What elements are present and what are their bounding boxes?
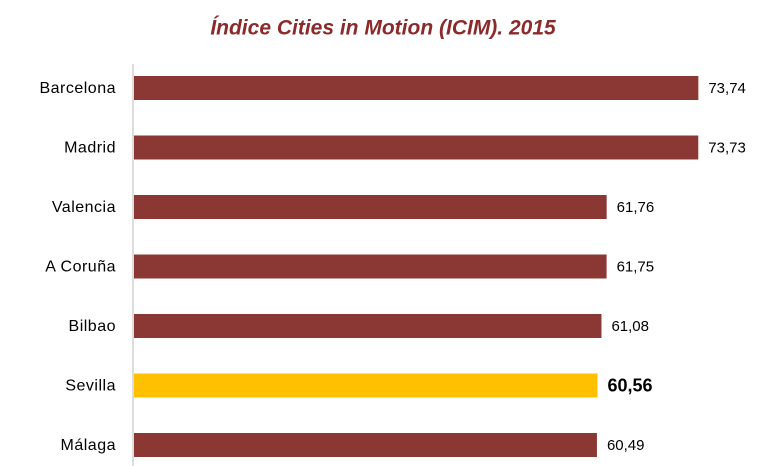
value-label: 73,74 bbox=[708, 80, 746, 97]
chart-title: Índice Cities in Motion (ICIM). 2015 bbox=[210, 17, 556, 40]
value-label: 60,49 bbox=[607, 437, 645, 454]
value-label: 61,75 bbox=[617, 258, 655, 275]
bar bbox=[134, 76, 699, 100]
bar bbox=[134, 314, 602, 338]
category-label: Sevilla bbox=[65, 378, 116, 395]
category-label: A Coruña bbox=[45, 259, 116, 276]
category-label: Barcelona bbox=[39, 80, 116, 97]
value-label: 73,73 bbox=[708, 139, 746, 156]
category-label: Valencia bbox=[52, 199, 116, 216]
category-label: Bilbao bbox=[69, 318, 116, 335]
value-label: 61,08 bbox=[611, 318, 649, 335]
value-label: 60,56 bbox=[607, 375, 652, 395]
bar bbox=[134, 195, 607, 219]
category-label: Málaga bbox=[61, 437, 116, 454]
bar bbox=[134, 254, 607, 279]
bar bbox=[134, 433, 597, 457]
value-label: 61,76 bbox=[617, 199, 655, 216]
category-label: Madrid bbox=[64, 140, 116, 157]
bar bbox=[134, 373, 598, 398]
bar bbox=[134, 135, 699, 160]
